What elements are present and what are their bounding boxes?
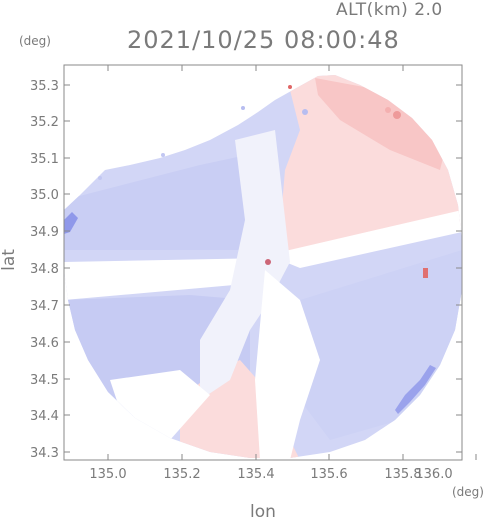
y-tick-label: 34.9	[30, 225, 59, 240]
y-tick-label: 34.5	[30, 373, 59, 388]
echo-speck	[161, 153, 165, 157]
y-tick-label: 35.0	[30, 188, 59, 203]
strong-receding-cell	[385, 107, 391, 113]
approaching-band-southeast	[300, 250, 462, 440]
echo-speck	[98, 176, 102, 180]
y-tick-label: 34.7	[30, 299, 59, 314]
y-tick-label: 34.8	[30, 262, 59, 277]
y-tick-label: 34.3	[30, 446, 59, 461]
zero-velocity-band-east	[268, 210, 462, 268]
timestamp-title: 2021/10/25 08:00:48	[127, 26, 400, 54]
y-tick-label: 35.2	[30, 115, 59, 130]
zero-velocity-band-west	[64, 258, 268, 300]
x-tick-label: 135.4	[237, 467, 274, 482]
zero-velocity-band-south	[255, 270, 320, 458]
x-tick-label: 135.6	[310, 467, 347, 482]
x-tick-label: 135.0	[89, 467, 126, 482]
y-tick-label: 35.1	[30, 152, 59, 167]
strong-approaching-cell	[64, 212, 78, 234]
x-axis-label: lon	[250, 502, 276, 522]
x-tick-marks	[107, 65, 477, 460]
plot-frame	[63, 64, 463, 461]
zero-velocity-central	[200, 130, 290, 400]
y-tick-label: 34.6	[30, 336, 59, 351]
y-axis-unit: (deg)	[19, 34, 51, 48]
origin-marker	[265, 259, 271, 265]
altitude-label: ALT(km) 2.0	[336, 0, 443, 20]
receding-core	[315, 78, 445, 170]
y-tick-label: 35.3	[30, 79, 59, 94]
strong-receding-cell	[288, 85, 292, 89]
x-tick-label: 136.0	[415, 467, 452, 482]
x-axis-unit: (deg)	[452, 485, 484, 499]
strong-receding-cell	[393, 111, 401, 119]
x-tick-label: 135.2	[163, 467, 200, 482]
echo-speck	[241, 106, 245, 110]
x-tick-label: 135.8	[384, 467, 421, 482]
strong-receding-cell	[423, 268, 428, 278]
y-tick-marks	[64, 84, 462, 453]
velocity-field	[64, 75, 462, 458]
strong-approaching-cell	[395, 365, 436, 414]
y-tick-label: 34.4	[30, 409, 59, 424]
echo-speck	[302, 109, 308, 115]
zero-velocity-southwest	[110, 370, 210, 440]
approaching-band-west	[64, 150, 275, 250]
